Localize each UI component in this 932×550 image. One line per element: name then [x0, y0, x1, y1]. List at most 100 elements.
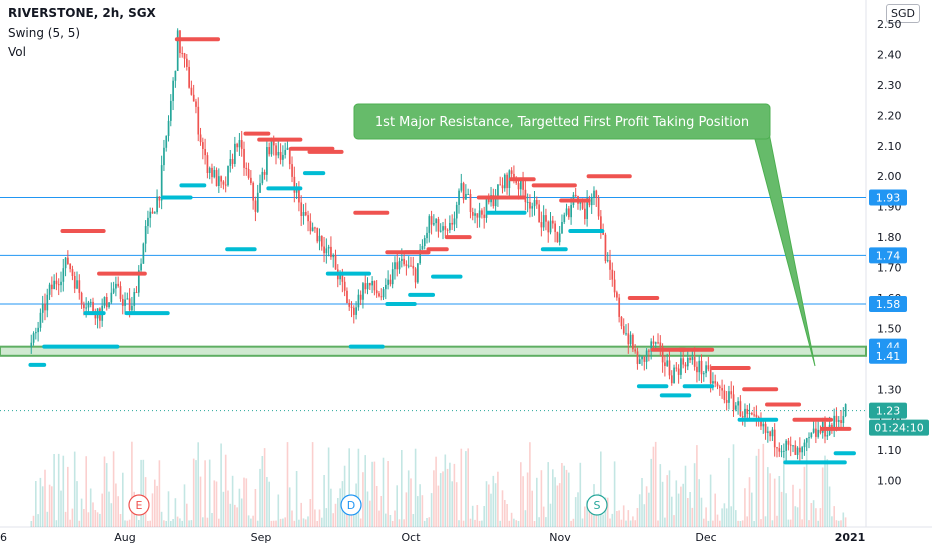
volume-bar — [57, 453, 60, 527]
candle-body — [636, 351, 639, 364]
candle-body — [412, 265, 415, 269]
volume-bar — [105, 463, 108, 527]
volume-bar — [712, 520, 714, 527]
candle-body — [350, 306, 353, 308]
candle-body — [426, 232, 428, 239]
candle-body — [696, 366, 698, 373]
symbol-title[interactable]: RIVERSTONE, 2h, SGX — [8, 6, 156, 20]
candle-body — [380, 296, 383, 298]
candle-body — [213, 169, 216, 178]
volume-bar — [412, 514, 415, 527]
volume-bar — [632, 516, 634, 527]
volume-bar — [277, 494, 280, 527]
volume-bar — [661, 481, 664, 527]
volume-bar — [339, 488, 341, 527]
volume-bar — [801, 519, 803, 527]
candle-body — [236, 143, 239, 148]
candle-body — [712, 381, 714, 384]
candle-body — [55, 280, 58, 285]
candle-body — [458, 190, 460, 205]
volume-bar — [579, 462, 582, 527]
volume-bar — [570, 520, 572, 527]
volume-bar — [682, 483, 684, 527]
volume-bar — [426, 518, 428, 527]
volume-bar — [588, 502, 591, 527]
volume-bar — [648, 492, 650, 527]
volume-bar — [732, 444, 735, 527]
currency-badge[interactable]: SGD — [886, 4, 920, 23]
volume-bar — [73, 451, 76, 527]
volume-bar — [558, 483, 561, 527]
candle-body — [842, 415, 845, 424]
candle-body — [620, 316, 623, 327]
volume-bar — [510, 512, 513, 527]
volume-bar — [744, 488, 746, 527]
candle-body — [266, 147, 268, 175]
volume-bar — [44, 469, 46, 527]
volume-bar — [69, 519, 71, 527]
volume-bar — [30, 521, 33, 527]
volume-bar — [469, 518, 472, 527]
annotation-callout: 1st Major Resistance, Targetted First Pr… — [353, 103, 816, 367]
candle-body — [186, 58, 188, 67]
candle-body — [243, 148, 245, 168]
candle-body — [725, 400, 728, 403]
candle-body — [133, 292, 136, 306]
candle-body — [622, 326, 625, 334]
candle-body — [179, 30, 181, 54]
volume-bar — [773, 478, 776, 527]
candle-body — [195, 101, 197, 107]
volume-bar — [586, 500, 588, 527]
candle-body — [453, 218, 456, 225]
volume-bar — [149, 520, 151, 527]
candle-body — [609, 260, 611, 270]
candle-body — [46, 294, 49, 311]
candle-body — [124, 299, 126, 306]
volume-bar — [739, 521, 742, 527]
volume-bar — [272, 520, 275, 527]
candle-body — [494, 198, 497, 207]
candle-body — [270, 138, 273, 155]
candle-body — [542, 215, 545, 228]
candle-body — [417, 263, 419, 283]
candle-body — [728, 391, 730, 403]
candle-body — [375, 290, 378, 294]
volume-bar — [465, 451, 467, 527]
candle-body — [565, 208, 568, 215]
volume-bar — [824, 455, 826, 527]
volume-bar — [755, 455, 758, 527]
volume-bar — [35, 481, 37, 527]
volume-bar — [602, 514, 604, 527]
indicator-volume[interactable]: Vol — [8, 45, 26, 59]
volume-bar — [288, 487, 291, 527]
candle-body — [819, 429, 822, 433]
volume-bar — [330, 488, 332, 527]
volume-bar — [83, 509, 85, 527]
volume-bar — [785, 493, 787, 527]
indicator-swing[interactable]: Swing (5, 5) — [8, 26, 81, 40]
candle-body — [771, 429, 774, 437]
volume-bar — [730, 506, 732, 527]
candle-body — [348, 303, 351, 307]
candle-body — [547, 221, 550, 233]
volume-bar — [396, 485, 398, 527]
volume-bar — [32, 515, 35, 527]
candle-body — [126, 298, 129, 300]
candle-body — [119, 286, 122, 299]
candle-body — [455, 204, 458, 219]
candle-body — [600, 216, 602, 232]
candle-body — [627, 333, 630, 345]
price-label-bg — [869, 296, 907, 313]
candle-body — [73, 275, 76, 289]
candle-body — [661, 346, 664, 363]
volume-bar — [488, 484, 490, 527]
candle-body — [805, 438, 808, 443]
volume-bar — [821, 467, 824, 527]
candle-body — [254, 200, 257, 212]
volume-bar — [437, 485, 440, 527]
volume-bar — [433, 470, 435, 527]
volume-bar — [78, 520, 81, 527]
volume-bar — [703, 518, 705, 527]
volume-bar — [666, 475, 668, 527]
volume-bar — [769, 473, 771, 527]
